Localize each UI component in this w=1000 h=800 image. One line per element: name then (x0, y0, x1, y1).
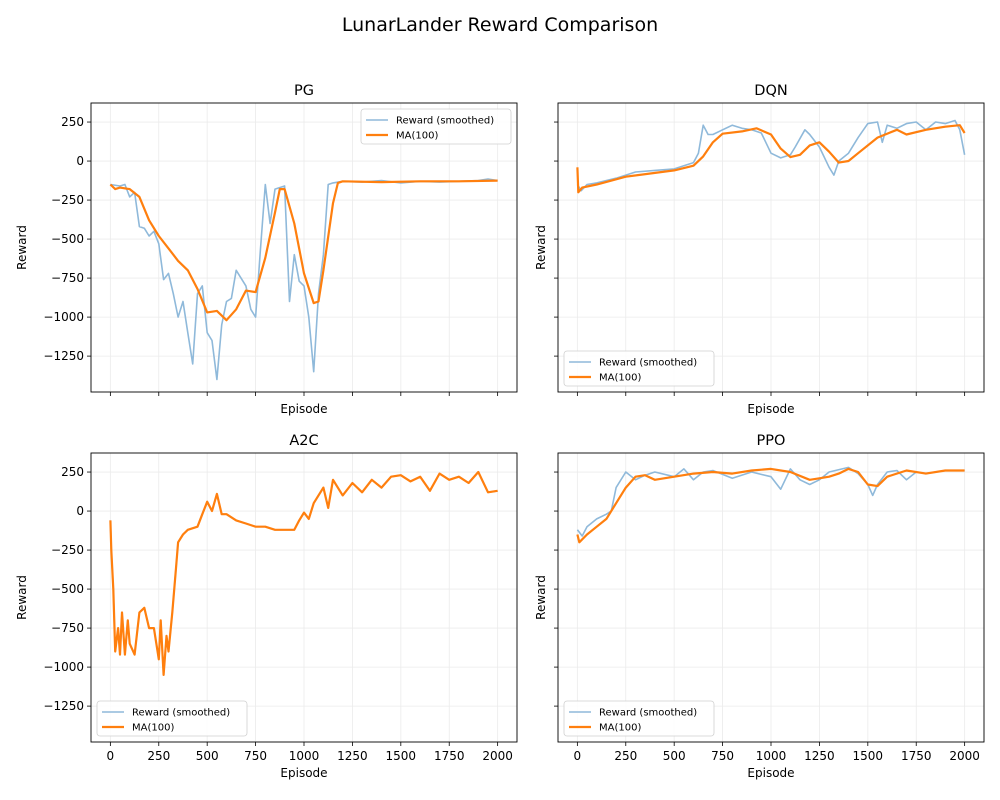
x-tick-label: 1250 (337, 749, 368, 763)
legend: Reward (smoothed) MA(100) (563, 700, 715, 737)
legend-label: Reward (smoothed) (132, 708, 230, 719)
x-tick-label: 2000 (949, 749, 980, 763)
x-tick-label: 750 (244, 749, 267, 763)
ma100-line (576, 467, 965, 544)
y-axis-label: Reward (534, 575, 548, 620)
x-tick-label: 500 (663, 749, 686, 763)
x-tick-label: 1500 (853, 749, 884, 763)
legend: Reward (smoothed) MA(100) (96, 700, 248, 737)
legend: Reward (smoothed) MA(100) (360, 108, 512, 145)
y-tick-label: −1000 (43, 660, 84, 674)
legend-label: MA(100) (599, 373, 641, 384)
y-tick-label: −500 (51, 232, 84, 246)
subplot-title: A2C (289, 433, 318, 449)
x-tick-label: 250 (147, 749, 170, 763)
x-tick-label: 250 (614, 749, 637, 763)
x-axis-label: Episode (280, 402, 327, 416)
legend-label: Reward (smoothed) (599, 708, 697, 719)
subplot-title: DQN (754, 83, 787, 99)
x-axis-label: Episode (747, 766, 794, 780)
ma100-line (109, 179, 498, 322)
x-tick-label: 2000 (482, 749, 513, 763)
y-tick-label: −750 (51, 621, 84, 635)
x-tick-label: 1750 (434, 749, 465, 763)
y-tick-label: −250 (51, 543, 84, 557)
legend-label: MA(100) (396, 131, 438, 142)
x-axis-label: Episode (280, 766, 327, 780)
legend-box (563, 700, 715, 737)
legend-box (563, 350, 715, 387)
subplot-title: PG (294, 83, 314, 99)
y-tick-label: −1250 (43, 349, 84, 363)
reward-smoothed-line (576, 119, 966, 192)
x-tick-label: 1000 (289, 749, 320, 763)
y-axis-label: Reward (534, 225, 548, 270)
y-tick-label: −250 (51, 193, 84, 207)
subplot-dqn: DQN Episode Reward Reward (smoothed) MA(100) (534, 83, 985, 416)
y-tick-label: −750 (51, 271, 84, 285)
y-tick-label: 0 (76, 504, 84, 518)
y-tick-label: −500 (51, 582, 84, 596)
y-axis-label: Reward (15, 225, 29, 270)
x-tick-label: 1250 (804, 749, 835, 763)
ma100-line (576, 124, 966, 194)
reward-smoothed-line (576, 466, 965, 537)
x-axis-label: Episode (747, 402, 794, 416)
legend-label: Reward (smoothed) (396, 116, 494, 127)
y-axis-label: Reward (15, 575, 29, 620)
ma100-line (109, 470, 498, 677)
x-tick-label: 0 (574, 749, 582, 763)
y-tick-label: 250 (61, 115, 84, 129)
figure-title: LunarLander Reward Comparison (342, 14, 658, 36)
y-tick-label: −1250 (43, 699, 84, 713)
y-tick-label: −1000 (43, 310, 84, 324)
x-tick-label: 750 (711, 749, 734, 763)
x-tick-label: 1750 (901, 749, 932, 763)
legend-label: Reward (smoothed) (599, 358, 697, 369)
x-tick-label: 0 (107, 749, 115, 763)
subplot-a2c: 0 250 500 750 1000 1250 1500 1750 2000 250 0 −250 −5… (15, 433, 518, 780)
subplot-ppo: 0 250 500 750 1000 1250 1500 1750 2000 PPO Episode… (534, 433, 985, 780)
legend-box (96, 700, 248, 737)
legend-label: MA(100) (599, 723, 641, 734)
y-tick-label: 250 (61, 465, 84, 479)
subplot-title: PPO (757, 433, 786, 449)
x-tick-label: 1500 (386, 749, 417, 763)
x-tick-label: 1000 (756, 749, 787, 763)
y-tick-label: 0 (76, 154, 84, 168)
legend: Reward (smoothed) MA(100) (563, 350, 715, 387)
subplot-pg: 250 0 −250 −500 −750 −1000 −1250 PG Episode Rewar… (15, 83, 518, 416)
legend-label: MA(100) (132, 723, 174, 734)
x-tick-label: 500 (196, 749, 219, 763)
legend-box (360, 108, 512, 145)
